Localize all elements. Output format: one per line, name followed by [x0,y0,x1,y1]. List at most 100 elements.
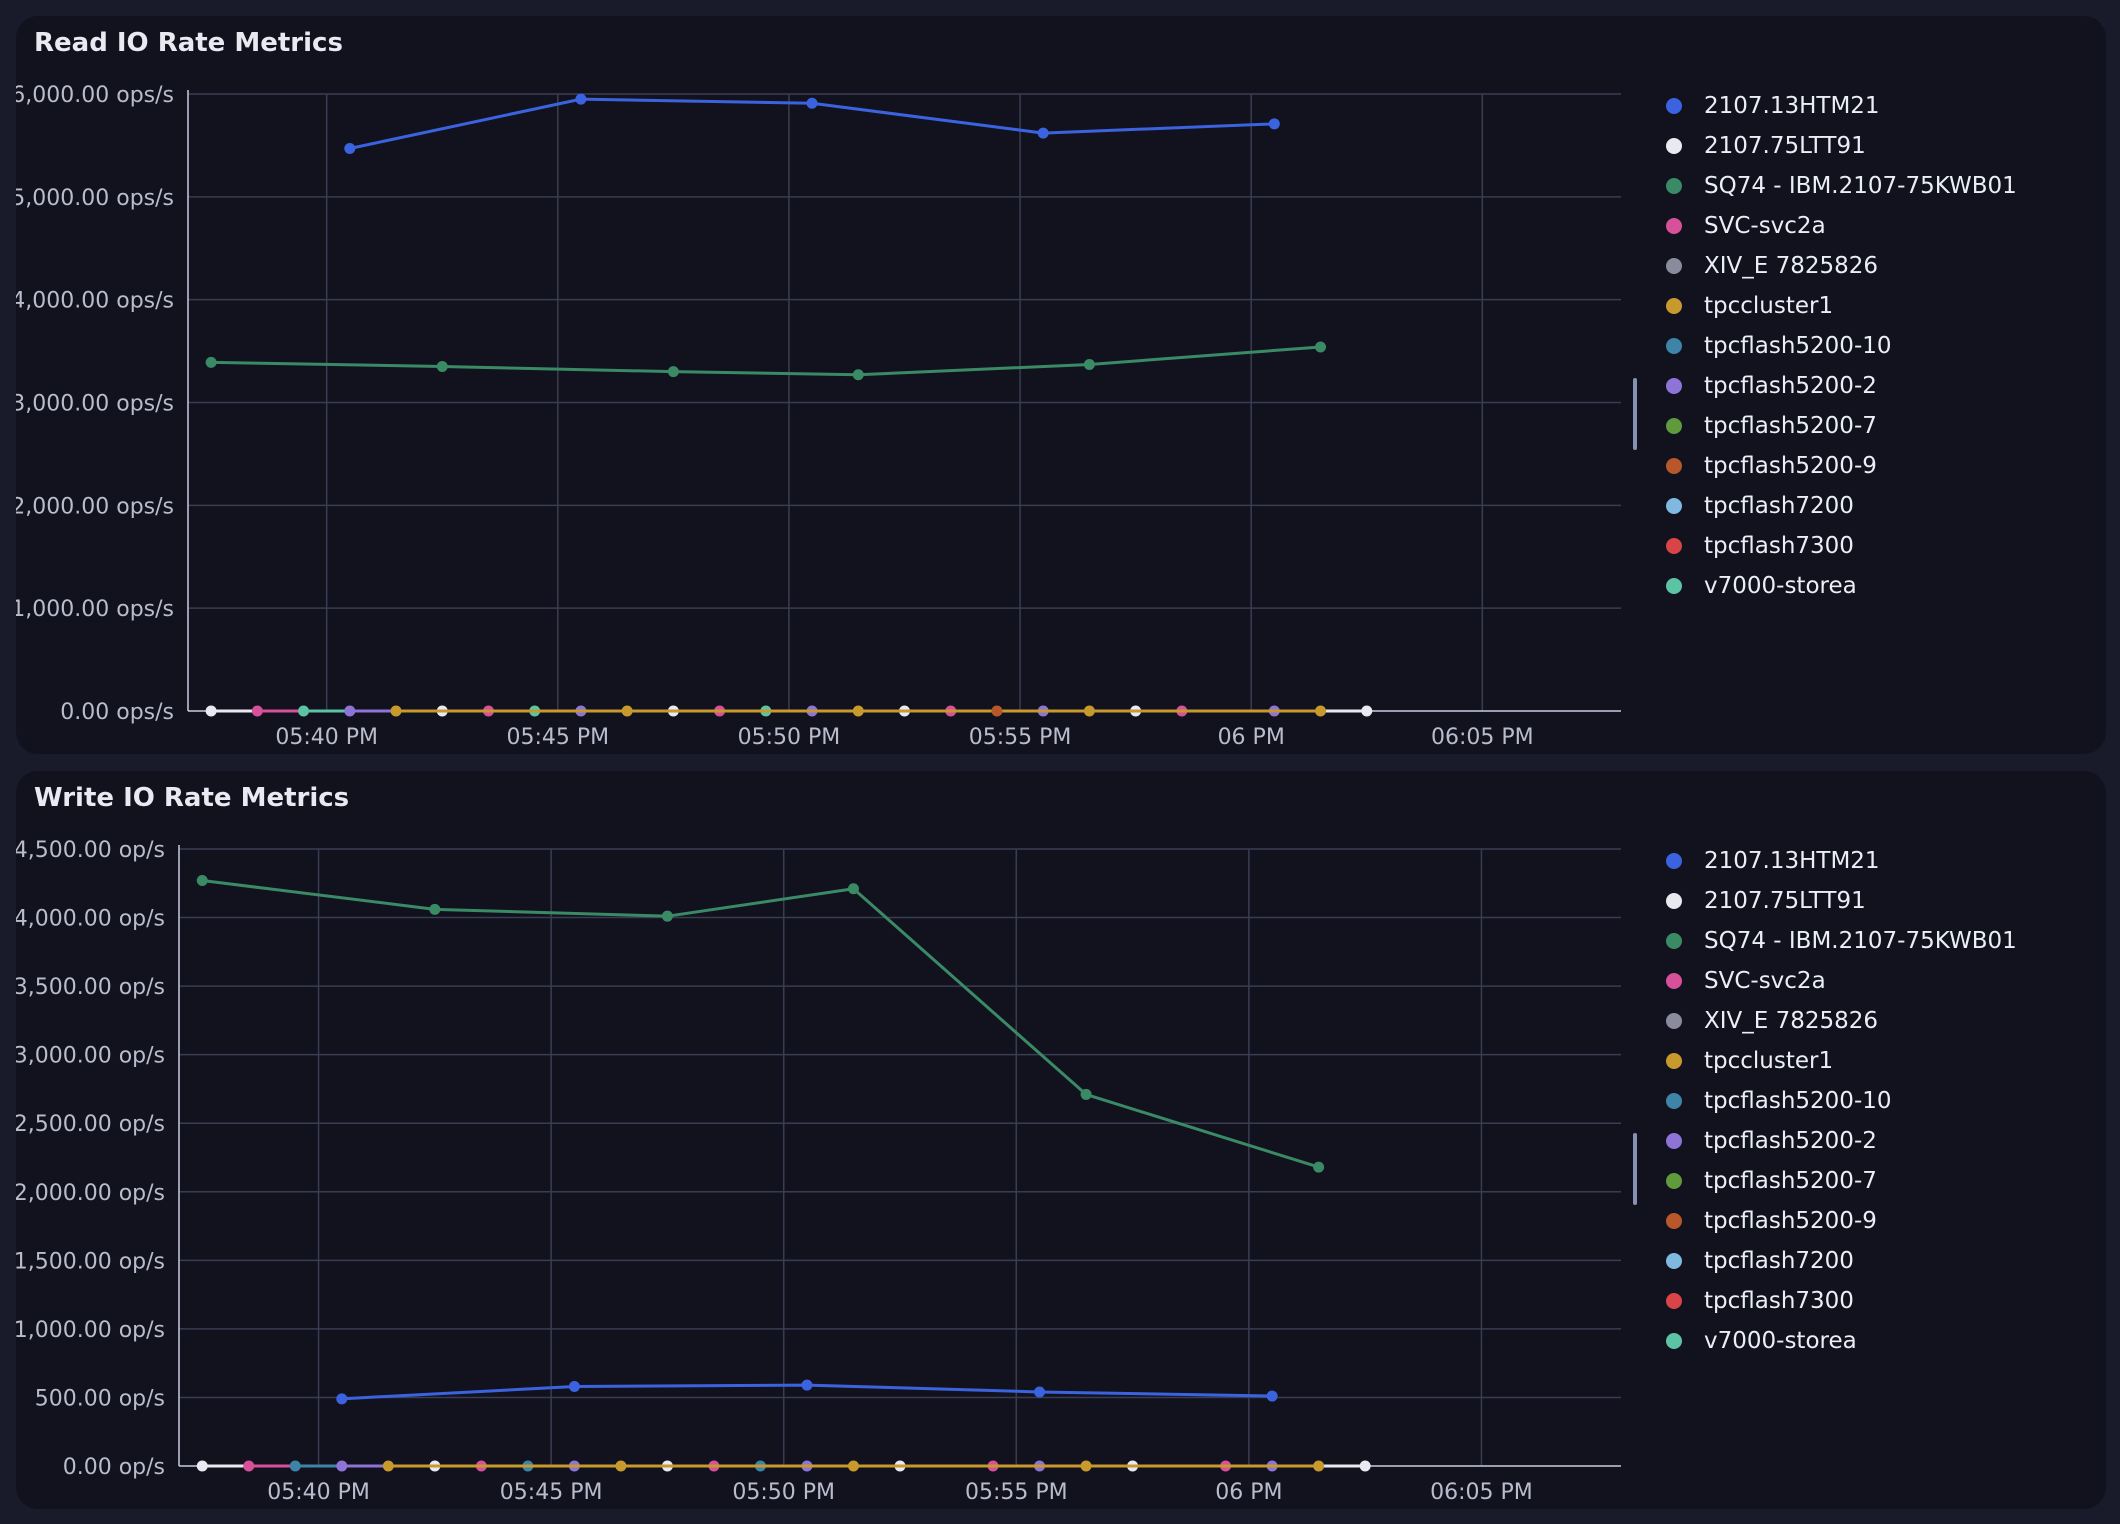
legend-dot [1666,1253,1682,1269]
write-io-legend: 2107.13HTM21 2107.75LTT91 SQ74 - IBM.2107-… [1666,841,2017,1361]
legend-label: v7000-storea [1704,1328,1857,1354]
write-legend-scroll-handle[interactable] [1633,1133,1637,1205]
y-tick-label: 5,000.00 ops/s [16,186,174,211]
legend-label: tpcflash5200-7 [1704,413,1877,439]
data-point-sq74-ibm-2107-75kwb01[interactable] [436,361,448,373]
data-point-v7000-storea[interactable] [298,705,310,717]
legend-item[interactable]: SVC-svc2a [1666,961,2017,1001]
legend-item[interactable]: tpcflash7300 [1666,1281,2017,1321]
legend-item[interactable]: tpcflash5200-10 [1666,326,2017,366]
x-tick-label: 05:55 PM [965,1480,1068,1505]
legend-dot [1666,298,1682,314]
data-point-tpccluster1[interactable] [1313,1460,1325,1472]
legend-item[interactable]: tpcflash5200-10 [1666,1081,2017,1121]
x-tick-label: 05:45 PM [506,725,609,750]
legend-item[interactable]: 2107.13HTM21 [1666,86,2017,126]
data-point-sq74-ibm-2107-75kwb01[interactable] [847,883,859,895]
legend-dot [1666,1013,1682,1029]
x-tick-label: 06 PM [1218,725,1285,750]
data-point-2107-13htm21[interactable] [806,97,818,109]
data-point-tpccluster1[interactable] [852,705,864,717]
legend-item[interactable]: XIV_E 7825826 [1666,246,2017,286]
x-tick-label: 06 PM [1215,1480,1282,1505]
legend-label: tpcflash5200-7 [1704,1168,1877,1194]
y-tick-label: 500.00 op/s [35,1386,165,1411]
write-io-title: Write IO Rate Metrics [34,783,350,813]
legend-item[interactable]: tpcflash7300 [1666,526,2017,566]
legend-item[interactable]: tpcflash7200 [1666,1241,2017,1281]
read-legend-scroll-handle[interactable] [1633,378,1637,450]
x-tick-label: 05:55 PM [969,725,1072,750]
data-point-2107-13htm21[interactable] [1034,1386,1046,1398]
legend-item[interactable]: 2107.75LTT91 [1666,881,2017,921]
data-point-2107-13htm21[interactable] [336,1393,348,1405]
legend-item[interactable]: tpcflash5200-7 [1666,1161,2017,1201]
legend-label: tpccluster1 [1704,293,1834,319]
data-point-2107-75ltt91[interactable] [1359,1460,1371,1472]
data-point-2107-13htm21[interactable] [1037,127,1049,139]
data-point-svc-svc2a[interactable] [243,1460,255,1472]
data-point-2107-13htm21[interactable] [1268,118,1280,130]
legend-item[interactable]: tpcflash5200-2 [1666,366,2017,406]
legend-label: SQ74 - IBM.2107-75KWB01 [1704,928,2017,954]
data-point-2107-13htm21[interactable] [1266,1390,1278,1402]
legend-item[interactable]: SQ74 - IBM.2107-75KWB01 [1666,166,2017,206]
data-point-tpccluster1[interactable] [621,705,633,717]
legend-item[interactable]: tpcflash7200 [1666,486,2017,526]
data-point-sq74-ibm-2107-75kwb01[interactable] [661,910,673,922]
data-point-sq74-ibm-2107-75kwb01[interactable] [429,903,441,915]
y-tick-label: 0.00 ops/s [60,700,174,725]
data-point-tpcflash5200-2[interactable] [336,1460,348,1472]
legend-label: SVC-svc2a [1704,968,1826,994]
data-point-tpcflash5200-9[interactable] [991,705,1003,717]
x-tick-label: 05:45 PM [500,1480,603,1505]
legend-item[interactable]: tpcflash5200-2 [1666,1121,2017,1161]
legend-label: XIV_E 7825826 [1704,253,1879,279]
data-point-sq74-ibm-2107-75kwb01[interactable] [667,366,679,378]
data-point-sq74-ibm-2107-75kwb01[interactable] [1083,358,1095,370]
data-point-2107-75ltt91[interactable] [1361,705,1373,717]
legend-item[interactable]: 2107.13HTM21 [1666,841,2017,881]
data-point-sq74-ibm-2107-75kwb01[interactable] [852,369,864,381]
data-point-2107-13htm21[interactable] [801,1379,813,1391]
legend-label: tpccluster1 [1704,1048,1834,1074]
data-point-tpccluster1[interactable] [1083,705,1095,717]
data-point-tpcflash5200-2[interactable] [344,705,356,717]
data-point-sq74-ibm-2107-75kwb01[interactable] [196,875,208,887]
data-point-tpccluster1[interactable] [615,1460,627,1472]
legend-item[interactable]: tpcflash5200-7 [1666,406,2017,446]
legend-dot [1666,418,1682,434]
data-point-sq74-ibm-2107-75kwb01[interactable] [1313,1161,1325,1173]
legend-item[interactable]: tpcflash5200-9 [1666,446,2017,486]
data-point-sq74-ibm-2107-75kwb01[interactable] [1315,341,1327,353]
data-point-2107-13htm21[interactable] [344,143,356,155]
data-point-2107-13htm21[interactable] [575,93,587,105]
legend-label: tpcflash5200-2 [1704,373,1877,399]
data-point-tpccluster1[interactable] [382,1460,394,1472]
legend-item[interactable]: v7000-storea [1666,566,2017,606]
legend-item[interactable]: SVC-svc2a [1666,206,2017,246]
legend-item[interactable]: tpccluster1 [1666,286,2017,326]
legend-item[interactable]: tpccluster1 [1666,1041,2017,1081]
legend-dot [1666,1093,1682,1109]
legend-item[interactable]: 2107.75LTT91 [1666,126,2017,166]
data-point-2107-75ltt91[interactable] [205,705,217,717]
data-point-svc-svc2a[interactable] [251,705,263,717]
data-point-sq74-ibm-2107-75kwb01[interactable] [1080,1088,1092,1100]
legend-dot [1666,218,1682,234]
legend-item[interactable]: v7000-storea [1666,1321,2017,1361]
legend-item[interactable]: XIV_E 7825826 [1666,1001,2017,1041]
data-point-tpccluster1[interactable] [1315,705,1327,717]
data-point-tpccluster1[interactable] [847,1460,859,1472]
legend-item[interactable]: SQ74 - IBM.2107-75KWB01 [1666,921,2017,961]
y-tick-label: 1,000.00 op/s [16,1318,165,1343]
data-point-2107-75ltt91[interactable] [196,1460,208,1472]
legend-item[interactable]: tpcflash5200-9 [1666,1201,2017,1241]
data-point-tpccluster1[interactable] [390,705,402,717]
data-point-tpcflash5200-10[interactable] [289,1460,301,1472]
data-point-tpccluster1[interactable] [1080,1460,1092,1472]
legend-label: v7000-storea [1704,573,1857,599]
data-point-2107-13htm21[interactable] [568,1380,580,1392]
legend-dot [1666,178,1682,194]
data-point-sq74-ibm-2107-75kwb01[interactable] [205,356,217,368]
